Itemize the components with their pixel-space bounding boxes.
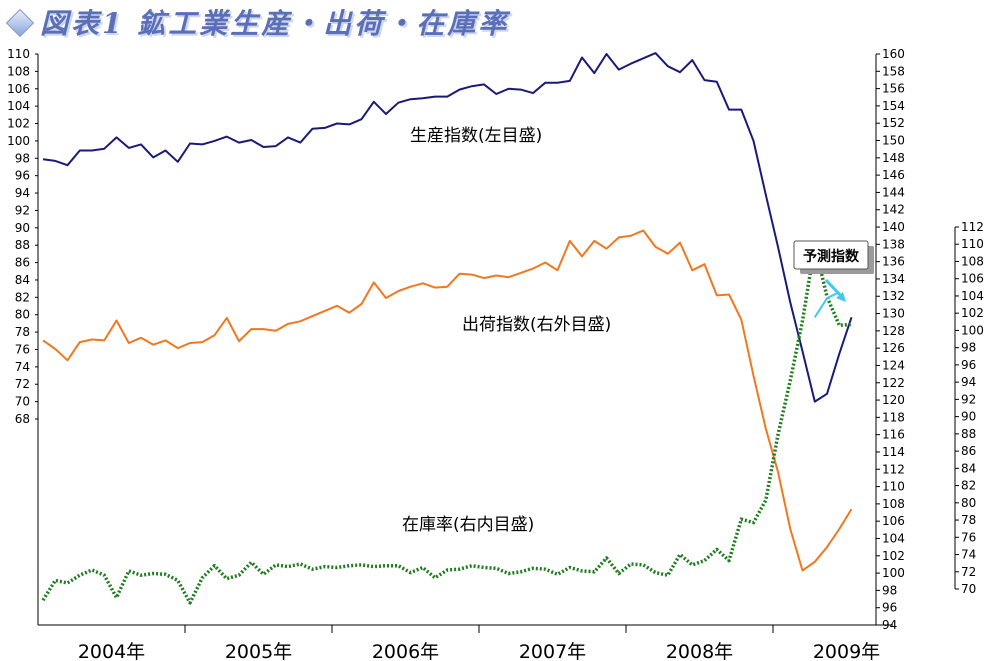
x-axis-year-label: 2007年 [519,641,586,661]
left-axis-tick-label: 108 [7,64,30,78]
right-outer-axis-tick-label: 146 [882,168,905,182]
right-outer-axis-tick-label: 108 [882,497,905,511]
right-outer-axis-tick-label: 116 [882,428,905,442]
right-outer-axis-tick-label: 106 [882,514,905,528]
left-axis-tick-label: 100 [7,134,30,148]
right-inner-axis-tick-label: 86 [961,444,976,458]
right-inner-axis-tick-label: 80 [961,496,976,510]
right-outer-axis-tick-label: 96 [882,601,897,615]
chart-title: 図表1 鉱工業生産・出荷・在庫率 [5,4,510,44]
right-outer-axis-tick-label: 114 [882,445,905,459]
right-outer-axis-tick-label: 118 [882,410,905,424]
left-axis-tick-label: 92 [15,203,30,217]
left-axis-tick-label: 110 [7,47,30,61]
right-outer-axis-tick-label: 122 [882,376,905,390]
right-inner-axis-tick-label: 104 [961,289,984,303]
left-axis-tick-label: 86 [15,256,30,270]
right-inner-axis-tick-label: 110 [961,237,984,251]
left-axis-tick-label: 78 [15,325,30,339]
right-outer-axis-tick-label: 104 [882,531,905,545]
forecast-arrow [824,278,844,299]
forecast-arrow-head [836,292,846,302]
left-axis-tick-label: 102 [7,117,30,131]
right-outer-axis-tick-label: 132 [882,289,905,303]
right-outer-axis-tick-label: 124 [882,358,905,372]
right-outer-axis-tick-label: 142 [882,203,905,217]
left-axis-tick-label: 96 [15,169,30,183]
right-inner-axis-tick-label: 90 [961,410,976,424]
left-axis-tick-label: 90 [15,221,30,235]
left-axis-tick-label: 70 [15,395,30,409]
left-axis-tick-label: 104 [7,99,30,113]
right-outer-axis-tick-label: 134 [882,272,905,286]
right-outer-axis-tick-label: 138 [882,237,905,251]
right-outer-axis-tick-label: 160 [882,47,905,61]
production-line [42,52,853,403]
x-axis-year-label: 2006年 [372,641,439,661]
left-axis-tick-label: 76 [15,342,30,356]
right-inner-axis-tick-label: 70 [961,582,976,596]
right-outer-axis-tick-label: 150 [882,134,905,148]
left-axis-tick-label: 84 [15,273,30,287]
x-axis-year-label: 2005年 [225,641,292,661]
left-axis-tick-label: 106 [7,82,30,96]
right-inner-axis-tick-label: 78 [961,513,976,527]
right-inner-axis-tick-label: 88 [961,427,976,441]
right-outer-axis-tick-label: 100 [882,566,905,580]
right-outer-axis-tick-label: 130 [882,307,905,321]
left-axis-tick-label: 98 [15,151,30,165]
right-outer-axis-tick-label: 136 [882,255,905,269]
right-outer-axis-tick-label: 112 [882,462,905,476]
left-axis-tick-label: 82 [15,290,30,304]
right-outer-axis-tick-label: 156 [882,82,905,96]
left-axis-tick-label: 88 [15,238,30,252]
right-inner-axis-tick-label: 96 [961,358,976,372]
left-axis-tick-label: 68 [15,412,30,426]
right-inner-axis-tick-label: 82 [961,479,976,493]
left-axis-tick-label: 72 [15,377,30,391]
production-series-label: 生産指数(左目盛) [410,126,542,146]
right-inner-axis-tick-label: 94 [961,375,976,389]
right-outer-axis-tick-label: 154 [882,99,905,113]
right-inner-axis-tick-label: 76 [961,530,976,544]
right-inner-axis-tick-label: 108 [961,254,984,268]
x-axis-year-label: 2009年 [813,641,880,661]
right-outer-axis-tick-label: 144 [882,185,905,199]
right-outer-axis-tick-label: 110 [882,480,905,494]
forecast-line [813,291,840,318]
right-outer-axis-tick-label: 140 [882,220,905,234]
left-axis-tick-label: 94 [15,186,30,200]
chart-title-text: 図表1 鉱工業生産・出荷・在庫率 [40,7,510,40]
right-outer-axis-tick-label: 126 [882,341,905,355]
right-outer-axis-tick-label: 94 [882,618,897,632]
shipments-series-label: 出荷指数(右外目盛) [462,315,611,335]
right-outer-axis-tick-label: 120 [882,393,905,407]
right-inner-axis-tick-label: 102 [961,306,984,320]
inventory-series-label: 在庫率(右内目盛) [402,515,534,535]
left-axis-tick-label: 74 [15,360,30,374]
right-inner-axis-tick-label: 112 [961,220,984,234]
x-axis-year-label: 2008年 [666,641,733,661]
x-axis-year-label: 2004年 [78,641,145,661]
right-outer-axis-tick-label: 98 [882,583,897,597]
left-axis-tick-label: 80 [15,308,30,322]
right-outer-axis-tick-label: 158 [882,64,905,78]
right-inner-axis-tick-label: 98 [961,341,976,355]
forecast-callout-box [793,240,869,270]
right-inner-axis-tick-label: 100 [961,323,984,337]
right-outer-axis-tick-label: 148 [882,151,905,165]
right-inner-axis-tick-label: 106 [961,272,984,286]
right-outer-axis-tick-label: 128 [882,324,905,338]
right-inner-axis-tick-label: 74 [961,548,976,562]
forecast-callout-label: 予測指数 [803,248,860,265]
right-inner-axis-tick-label: 72 [961,565,976,579]
right-inner-axis-tick-label: 84 [961,461,976,475]
right-inner-axis-tick-label: 92 [961,392,976,406]
right-outer-axis-tick-label: 152 [882,116,905,130]
right-outer-axis-tick-label: 102 [882,549,905,563]
